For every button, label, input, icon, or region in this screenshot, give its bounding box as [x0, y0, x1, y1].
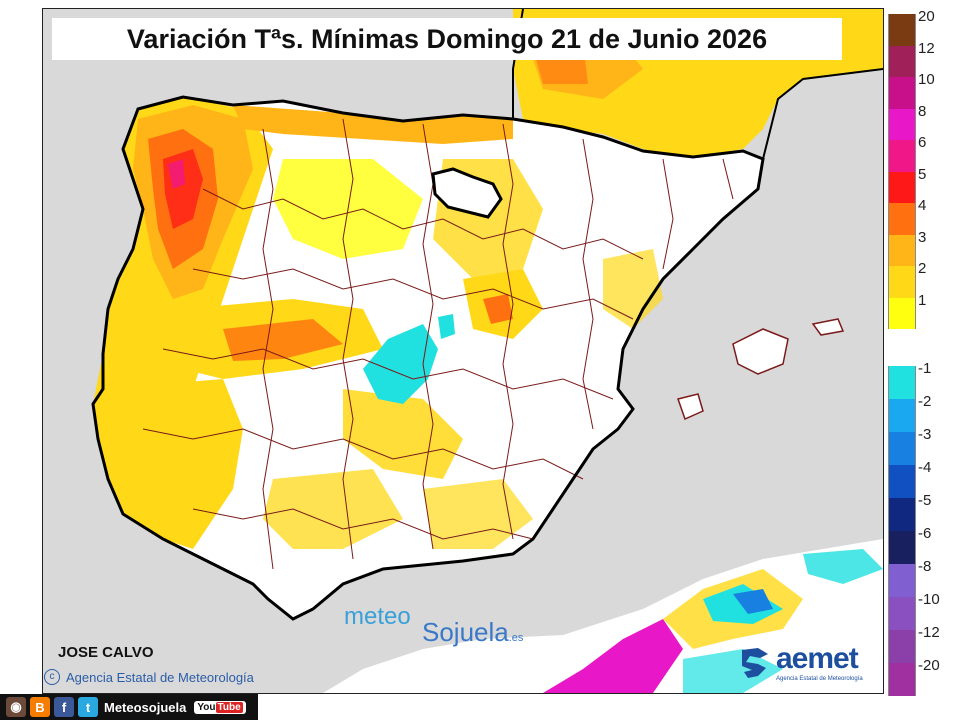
social-handle: Meteosojuela: [104, 699, 187, 715]
author-credit: JOSE CALVO: [58, 644, 154, 661]
la-rioja-outline: [431, 167, 503, 219]
legend-label: -12: [918, 624, 940, 641]
legend-label: -2: [918, 393, 932, 410]
aemet-mark-icon: [742, 648, 768, 678]
legend-swatch: [888, 366, 916, 399]
balearic-menorca: [811, 318, 845, 336]
balearic-ibiza: [677, 393, 704, 421]
watermark-suffix: .es: [508, 632, 524, 644]
legend-label: -5: [918, 492, 932, 509]
legend-swatch: [888, 171, 916, 203]
legend-label: -1: [918, 360, 932, 377]
map-frame: [42, 8, 884, 694]
legend-swatch: [888, 203, 916, 235]
legend-label: 12: [918, 39, 935, 57]
legend-swatch: [888, 597, 916, 630]
temperature-anomaly-map: [91, 9, 883, 693]
coastline: [91, 95, 765, 621]
legend-swatch: [888, 77, 916, 109]
copyright-notice: c Agencia Estatal de Meteorología: [44, 669, 254, 685]
copyright-icon: c: [44, 669, 60, 685]
legend-swatch: [888, 432, 916, 465]
legend-label: -8: [918, 558, 932, 575]
map-title: Variación Tªs. Mínimas Domingo 21 de Jun…: [126, 23, 768, 54]
legend-label: -20: [918, 657, 940, 674]
legend-label: 8: [918, 102, 927, 120]
title-box: Variación Tªs. Mínimas Domingo 21 de Jun…: [52, 18, 842, 60]
legend-swatch: [888, 140, 916, 172]
legend-label: 4: [918, 197, 927, 214]
instagram-icon[interactable]: ◉: [6, 697, 26, 717]
watermark-part2: Sojuela: [422, 617, 509, 647]
legend-swatch: [888, 630, 916, 663]
legend-swatch: [888, 663, 916, 696]
legend-swatch: [888, 498, 916, 531]
blogger-icon[interactable]: B: [30, 697, 50, 717]
aemet-name: aemet: [776, 642, 859, 675]
legend-label: 2: [918, 260, 927, 277]
color-legend: 20 12 10 8 6 5 4 3 2 1 -1 -2 -3 -4 -5 -6 -8 -10 -12 -20: [888, 8, 956, 696]
legend-swatch: [888, 297, 916, 329]
legend-label: 3: [918, 228, 927, 246]
legend-swatch: [888, 531, 916, 564]
legend-swatch: [888, 564, 916, 597]
copyright-text: Agencia Estatal de Meteorología: [66, 669, 254, 685]
province-borders: [142, 118, 734, 570]
legend-label: 6: [918, 134, 927, 151]
legend-label: -6: [918, 525, 932, 542]
aemet-logo: aemet Agencia Estatal de Meteorología: [736, 640, 876, 688]
legend-swatch: [888, 465, 916, 498]
aemet-subtitle: Agencia Estatal de Meteorología: [776, 676, 863, 682]
legend-label: -4: [918, 459, 932, 476]
legend-label: -10: [918, 591, 940, 608]
legend-swatch: [888, 108, 916, 140]
watermark-part1: meteo: [344, 603, 411, 630]
legend-swatch: [888, 45, 916, 77]
meteosojuela-watermark: meteo Sojuela.es: [344, 603, 523, 647]
youtube-icon[interactable]: You Tube: [194, 700, 246, 714]
youtube-you: You: [197, 701, 216, 713]
legend-label: 20: [918, 8, 935, 25]
social-bar: ◉ B f t Meteosojuela You Tube: [0, 694, 258, 720]
legend-swatch: [888, 14, 916, 46]
legend-label: 10: [918, 71, 935, 88]
legend-label: 5: [918, 165, 927, 183]
balearic-mallorca: [732, 328, 789, 375]
legend-swatch: [888, 266, 916, 298]
facebook-icon[interactable]: f: [54, 697, 74, 717]
legend-swatch: [888, 399, 916, 432]
twitter-icon[interactable]: t: [78, 697, 98, 717]
legend-label: 1: [918, 291, 927, 309]
youtube-tube: Tube: [215, 701, 243, 713]
legend-swatch: [888, 234, 916, 266]
legend-label: -3: [918, 426, 932, 443]
